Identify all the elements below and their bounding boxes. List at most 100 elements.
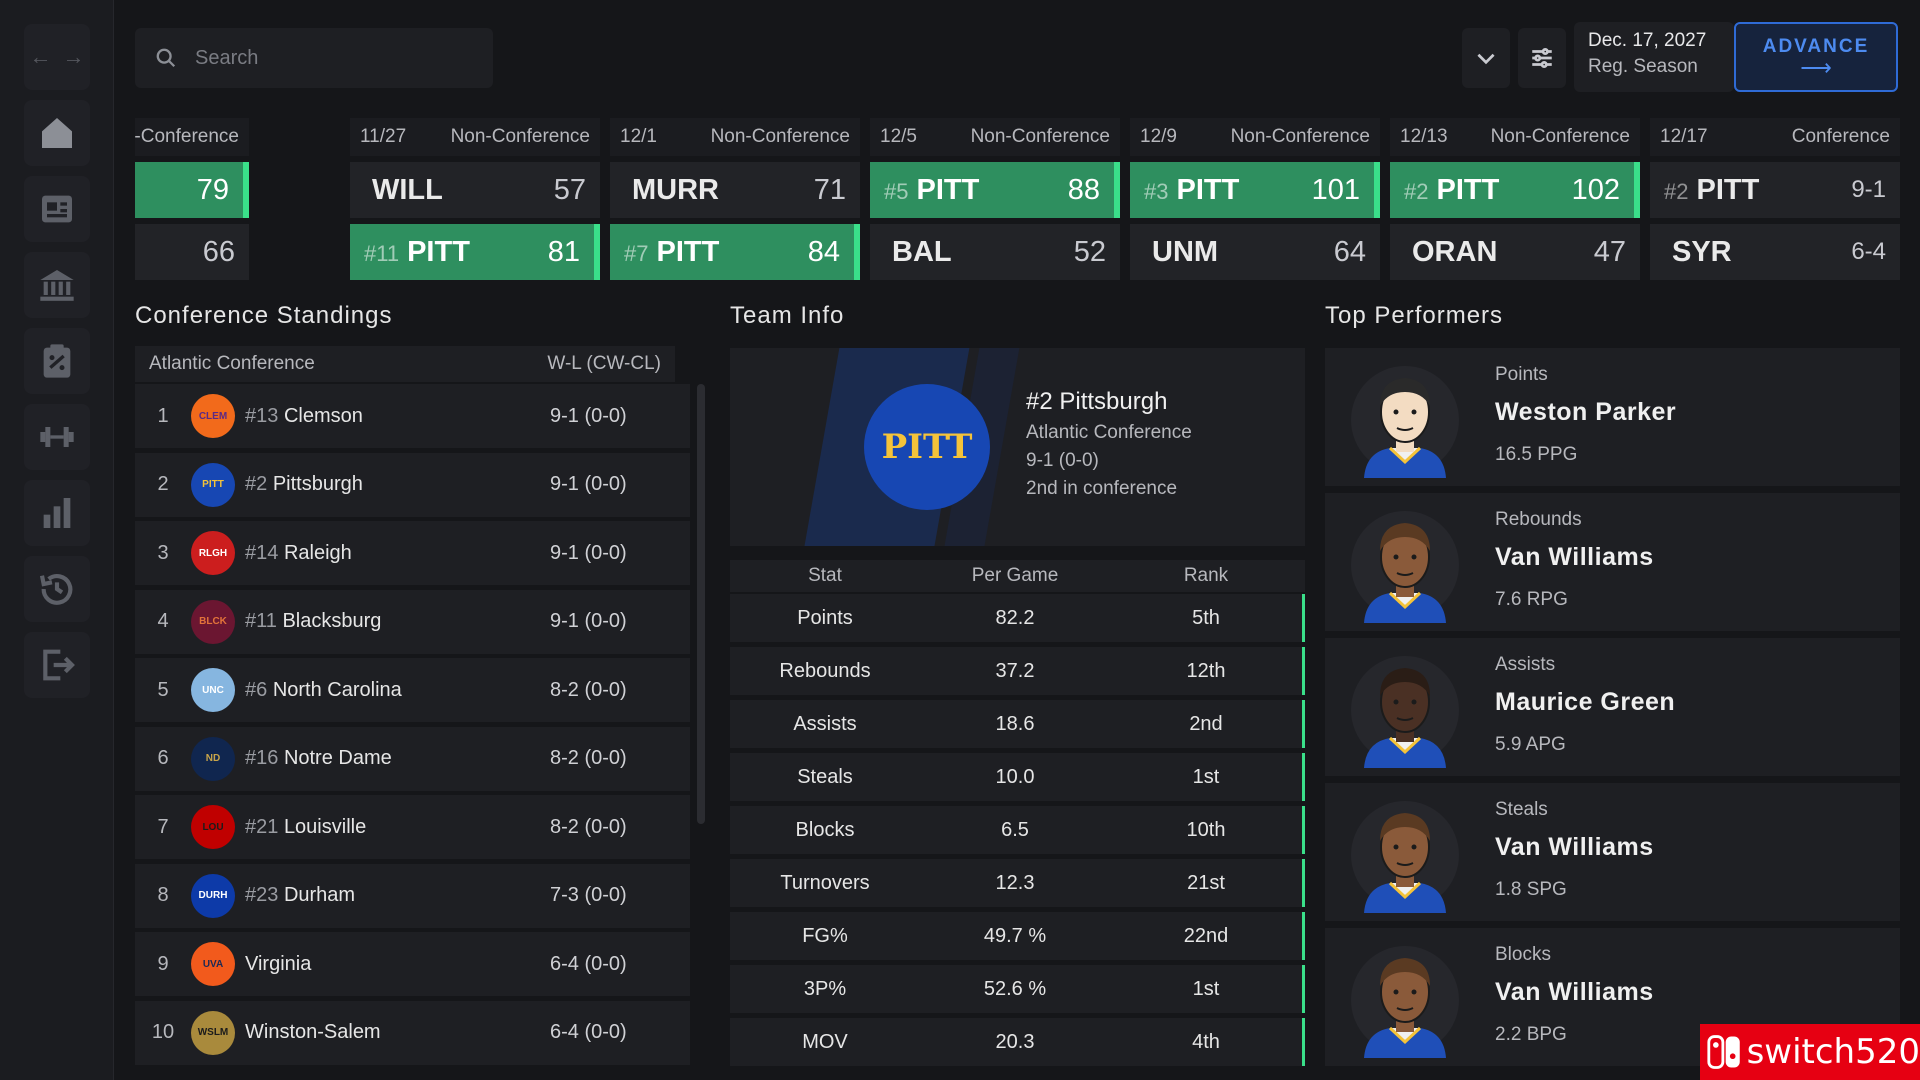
nav-exit[interactable] — [24, 632, 90, 698]
standing-rank: #13 — [245, 404, 279, 427]
nav-news[interactable] — [24, 176, 90, 242]
standings-title: Conference Standings — [135, 302, 393, 329]
schedule-game[interactable]: 12/17 Conference #2 PITT 9-1 SYR 6-4 — [1650, 118, 1900, 286]
standing-position: 6 — [157, 747, 169, 769]
team-score: 66 — [202, 235, 235, 268]
team-standing: 2nd in conference — [1026, 478, 1178, 499]
game-team-row[interactable]: BAL 52 — [870, 224, 1120, 280]
search-input[interactable] — [195, 46, 475, 70]
game-team-row[interactable]: 5PITT79 — [135, 162, 249, 218]
game-type: Conference — [1791, 126, 1890, 147]
performer-category: Rebounds — [1495, 509, 1582, 530]
team-name[interactable]: #2 Pittsburgh — [1026, 388, 1168, 415]
stat-rank: 12th — [1186, 659, 1226, 682]
dumbbell-icon — [40, 427, 74, 447]
stat-value: 10.0 — [995, 765, 1035, 788]
game-team-row[interactable]: #2 PITT 102 — [1390, 162, 1640, 218]
game-team-row[interactable]: WILL 57 — [350, 162, 600, 218]
standings-row[interactable]: 1 CLEM #13 Clemson 9-1 (0-0) — [135, 384, 690, 448]
standing-record: 6-4 (0-0) — [550, 952, 627, 975]
team-label: SYR — [1664, 236, 1732, 269]
standings-row[interactable]: 5 UNC #6 North Carolina 8-2 (0-0) — [135, 658, 690, 722]
standing-position: 8 — [157, 884, 169, 906]
institution-icon — [40, 270, 74, 301]
standings-row[interactable]: 6 ND #16 Notre Dame 8-2 (0-0) — [135, 726, 690, 791]
performer-card[interactable]: Rebounds Van Williams 7.6 RPG — [1325, 493, 1900, 631]
team-record: 9-1 (0-0) — [1026, 450, 1099, 471]
standing-position: 9 — [157, 952, 169, 975]
standing-record: 8-2 (0-0) — [550, 815, 627, 838]
team-abbr: UNM — [1152, 235, 1219, 268]
game-team-row[interactable]: MURR 71 — [610, 162, 860, 218]
team-label: #2 PITT — [1404, 174, 1499, 207]
game-team-row[interactable]: UNM 64 — [1130, 224, 1380, 280]
stat-value: 18.6 — [995, 712, 1035, 735]
team-score: 47 — [1593, 235, 1626, 268]
game-team-row[interactable]: SYR 6-4 — [1650, 224, 1900, 280]
team-label: #3 PITT — [1144, 174, 1239, 207]
advance-button[interactable]: ADVANCE ⟶ — [1734, 22, 1898, 92]
standings-row[interactable]: 2 PITT #2 Pittsburgh 9-1 (0-0) — [135, 452, 690, 517]
schedule-game[interactable]: 12/13 Non-Conference #2 PITT 102 ORAN 47 — [1390, 118, 1640, 286]
standing-team: #2 Pittsburgh — [245, 473, 550, 496]
game-team-row[interactable]: #2 PITT 9-1 — [1650, 162, 1900, 218]
nav-home[interactable] — [24, 100, 90, 166]
standings-row[interactable]: 9 UVA Virginia 6-4 (0-0) — [135, 932, 690, 996]
bar-chart-icon — [43, 498, 71, 528]
game-team-row[interactable]: #3 PITT 101 — [1130, 162, 1380, 218]
nav-tactics[interactable] — [24, 328, 90, 394]
stat-rank: 1st — [1192, 977, 1220, 1000]
standings-row[interactable]: 10 WSLM Winston-Salem 6-4 (0-0) — [135, 1000, 690, 1065]
performer-card[interactable]: Steals Van Williams 1.8 SPG — [1325, 783, 1900, 921]
arrow-right-icon: ⟶ — [1800, 55, 1832, 80]
team-logo-icon: UVA — [191, 942, 235, 986]
nav-stats[interactable] — [24, 480, 90, 546]
game-date: 12/5 — [880, 126, 917, 147]
schedule-game[interactable]: 23Non-Conference 5PITT79 T66 — [135, 118, 249, 286]
schedule-game[interactable]: 12/1 Non-Conference MURR 71 #7 PITT 84 — [610, 118, 860, 286]
performer-card[interactable]: Assists Maurice Green 5.9 APG — [1325, 638, 1900, 776]
standing-rank: #14 — [245, 541, 279, 564]
team-abbr: PITT — [656, 235, 720, 268]
game-header: 12/9 Non-Conference — [1130, 118, 1380, 156]
game-team-row[interactable]: #11 PITT 81 — [350, 224, 600, 280]
game-team-row[interactable]: ORAN 47 — [1390, 224, 1640, 280]
standing-record: 9-1 (0-0) — [550, 541, 627, 564]
stat-value: 37.2 — [995, 659, 1035, 682]
team-label: #7 PITT — [624, 236, 719, 269]
game-team-row[interactable]: #5 PITT 88 — [870, 162, 1120, 218]
game-team-row[interactable]: #7 PITT 84 — [610, 224, 860, 280]
performer-card[interactable]: Points Weston Parker 16.5 PPG — [1325, 348, 1900, 486]
standing-position: 7 — [157, 815, 169, 838]
team-conference: Atlantic Conference — [1026, 422, 1192, 443]
standing-team: #23 Durham — [245, 884, 550, 907]
dropdown-button[interactable] — [1462, 28, 1510, 88]
standing-team-name: Virginia — [245, 952, 312, 975]
stat-name: 3P% — [803, 977, 847, 1000]
standings-row[interactable]: 8 DURH #23 Durham 7-3 (0-0) — [135, 863, 690, 928]
forward-arrow-icon[interactable]: → — [62, 44, 85, 69]
nav-school[interactable] — [24, 252, 90, 318]
standings-scrollbar[interactable] — [697, 384, 705, 824]
standings-row[interactable]: 4 BLCK #11 Blacksburg 9-1 (0-0) — [135, 589, 690, 654]
clipboard-icon — [43, 344, 71, 378]
standings-row[interactable]: 7 LOU #21 Louisville 8-2 (0-0) — [135, 795, 690, 859]
performer-value: 2.2 BPG — [1495, 1024, 1567, 1045]
standings-row[interactable]: 3 RLGH #14 Raleigh 9-1 (0-0) — [135, 521, 690, 585]
stat-name: FG% — [802, 924, 848, 947]
nav-history[interactable] — [24, 556, 90, 622]
game-type: Non-Conference — [450, 126, 590, 147]
team-rank: #2 — [1404, 178, 1429, 204]
team-score: 88 — [1067, 173, 1100, 206]
schedule-game[interactable]: 12/5 Non-Conference #5 PITT 88 BAL 52 — [870, 118, 1120, 286]
game-team-row[interactable]: T66 — [135, 224, 249, 280]
team-logo-icon: BLCK — [191, 599, 235, 644]
schedule-game[interactable]: 12/9 Non-Conference #3 PITT 101 UNM 64 — [1130, 118, 1380, 286]
team-stat-row: Assists 18.6 2nd — [730, 700, 1305, 748]
standing-position: 1 — [157, 404, 169, 427]
back-arrow-icon[interactable]: ← — [29, 44, 52, 69]
nav-training[interactable] — [24, 404, 90, 470]
performer-category: Assists — [1495, 654, 1556, 675]
schedule-game[interactable]: 11/27 Non-Conference WILL 57 #11 PITT 81 — [350, 118, 600, 286]
settings-button[interactable] — [1518, 28, 1566, 88]
